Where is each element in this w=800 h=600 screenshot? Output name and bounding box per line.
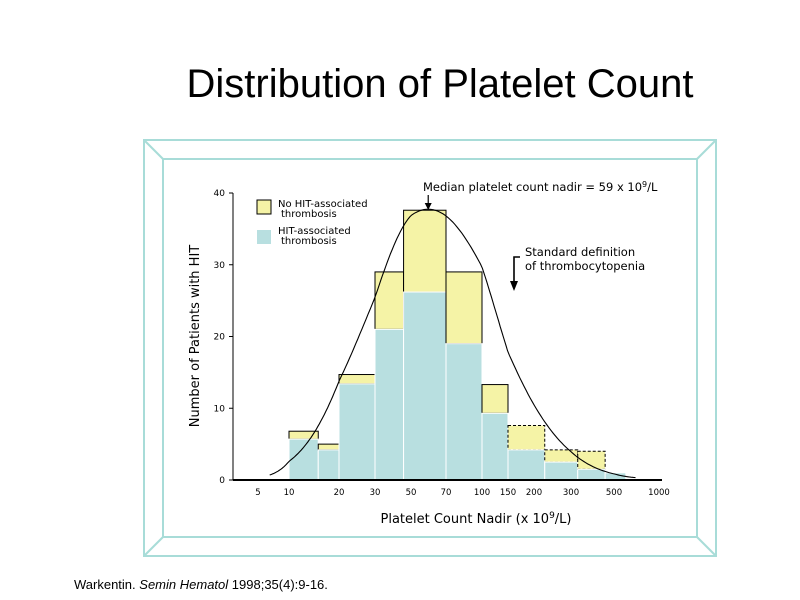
x-axis-label: Platelet Count Nadir (x 109/L) <box>381 511 572 527</box>
x-tick-label: 5 <box>255 488 260 498</box>
legend: No HIT-associated thrombosis HIT-associa… <box>256 199 368 247</box>
x-ticks-group: 5 10 20 30 50 70 100 150 200 300 500 1000 <box>255 488 670 498</box>
citation-details: 1998;35(4):9-16. <box>231 577 328 592</box>
legend-swatch-hit <box>257 230 271 244</box>
bar-hit <box>403 291 447 481</box>
median-arrow-icon <box>424 195 432 210</box>
bar-no-hit <box>317 443 340 451</box>
bars-group <box>288 209 627 481</box>
citation-journal: Semin Hematol <box>139 577 229 592</box>
x-tick-label: 10 <box>284 488 295 498</box>
standard-definition-arrow-shaft <box>513 256 520 285</box>
median-arrow-head <box>424 203 432 210</box>
bar-hit <box>338 383 376 481</box>
standard-definition-arrow-head <box>510 281 518 291</box>
bar-no-hit <box>403 209 447 293</box>
bar-no-hit <box>507 424 546 451</box>
x-tick-label: 150 <box>500 488 516 498</box>
bar-hit <box>507 449 546 481</box>
x-tick-label: 300 <box>563 488 579 498</box>
x-tick-label: 70 <box>441 488 452 498</box>
y-tick-label: 0 <box>219 476 225 486</box>
standard-definition-line1: Standard definition <box>525 245 635 259</box>
x-tick-label: 100 <box>474 488 490 498</box>
y-tick-label: 30 <box>214 261 226 271</box>
citation: Warkentin. Semin Hematol 1998;35(4):9-16… <box>74 577 328 592</box>
x-axis-label-sup: 9 <box>549 511 555 521</box>
median-annotation-sup: 9 <box>642 180 647 189</box>
picture-frame: 0 10 20 30 40 5 10 20 30 50 70 100 150 200 300 500 1000… <box>143 139 717 557</box>
legend-label-no-hit-line2: thrombosis <box>281 209 337 220</box>
bar-hit <box>374 328 405 481</box>
histogram-chart: 0 10 20 30 40 5 10 20 30 50 70 100 150 200 300 500 1000… <box>188 180 670 527</box>
bar-no-hit <box>445 271 483 345</box>
citation-author: Warkentin. <box>74 577 136 592</box>
y-tick-label: 20 <box>214 333 226 343</box>
slide-title: Distribution of Platelet Count <box>186 62 694 106</box>
median-annotation: Median platelet count nadir = 59 x 109/L <box>423 180 658 194</box>
median-annotation-prefix: Median platelet count nadir = 59 x 10 <box>423 180 642 194</box>
legend-label-no-hit-line1: No HIT-associated <box>278 199 368 210</box>
bar-hit <box>481 412 509 481</box>
y-ticks-group: 0 10 20 30 40 <box>214 189 233 486</box>
legend-swatch-no-hit <box>256 199 272 215</box>
bar-no-hit <box>544 449 579 463</box>
bar-hit <box>317 449 340 481</box>
median-annotation-suffix: /L <box>647 180 658 194</box>
bar-hit <box>288 438 319 481</box>
x-tick-label: 1000 <box>648 488 670 498</box>
bar-hit <box>445 343 483 481</box>
standard-definition-arrow-icon <box>510 256 520 291</box>
bar-no-hit <box>577 450 606 470</box>
x-tick-label: 30 <box>370 488 381 498</box>
x-axis-label-prefix: Platelet Count Nadir (x 10 <box>381 512 550 527</box>
bar-hit <box>577 468 606 481</box>
x-tick-label: 200 <box>526 488 542 498</box>
x-tick-label: 20 <box>334 488 345 498</box>
bar-no-hit <box>338 374 376 385</box>
x-tick-label: 50 <box>406 488 417 498</box>
bar-no-hit <box>481 384 509 414</box>
x-tick-label: 500 <box>606 488 622 498</box>
y-tick-label: 40 <box>214 189 226 199</box>
bar-no-hit <box>374 271 405 330</box>
bar-hit <box>544 461 579 481</box>
legend-label-hit-line1: HIT-associated <box>278 226 351 237</box>
legend-label-hit-line2: thrombosis <box>281 236 337 247</box>
y-tick-label: 10 <box>214 404 226 414</box>
x-axis-label-suffix: /L) <box>555 512 572 527</box>
normal-distribution-curve <box>269 208 636 479</box>
y-axis-label: Number of Patients with HIT <box>188 245 203 428</box>
standard-definition-line2: of thrombocytopenia <box>525 259 645 273</box>
